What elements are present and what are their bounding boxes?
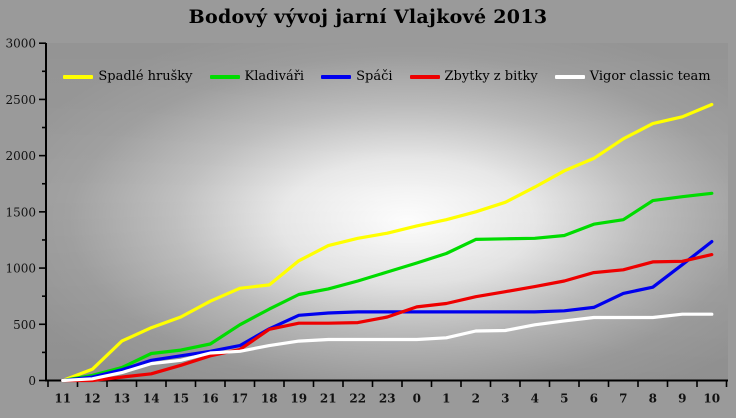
legend-item-kladiv-i: Kladiváři xyxy=(209,69,305,84)
x-tick-label: 12 xyxy=(84,392,101,406)
x-tick-label: 6 xyxy=(590,392,598,406)
x-tick-label: 5 xyxy=(560,392,568,406)
x-tick-label: 9 xyxy=(678,392,686,406)
x-tick-label: 22 xyxy=(349,392,366,406)
x-tick-label: 10 xyxy=(703,392,720,406)
x-tick-label: 21 xyxy=(320,392,337,406)
chart-title: Bodový vývoj jarní Vlajkové 2013 xyxy=(188,6,548,28)
y-tick-label: 1500 xyxy=(5,205,36,219)
y-axis-ticks: 0 500 1000 1500 2000 2500 3000 xyxy=(5,37,46,388)
series-line-vigor-classic-team xyxy=(61,312,714,383)
legend-swatch-kladiv-i xyxy=(209,74,240,79)
x-tick-label: 4 xyxy=(531,392,539,406)
chart-legend: Spadlé hrušky Kladiváři Spáči Zbytky z bitk… xyxy=(46,69,728,84)
x-tick-label: 0 xyxy=(413,392,421,406)
legend-label-sp-i: Spáči xyxy=(356,69,393,84)
legend-label-spadl-hru-ky: Spadlé hrušky xyxy=(98,69,193,84)
legend-item-vigor-classic-team: Vigor classic team xyxy=(554,69,711,84)
series-line-spadl-hru-ky xyxy=(61,102,714,383)
legend-swatch-spadl-hru-ky xyxy=(63,74,94,79)
x-tick-label: 13 xyxy=(113,392,130,406)
legend-swatch-sp-i xyxy=(321,74,352,79)
x-tick-label: 7 xyxy=(619,392,627,406)
x-tick-label: 14 xyxy=(143,392,160,406)
legend-label-zbytky-z-bitky: Zbytky z bitky xyxy=(444,69,538,84)
legend-item-spadl-hru-ky: Spadlé hrušky xyxy=(63,69,193,84)
y-tick-label: 500 xyxy=(13,318,36,332)
x-tick-label: 23 xyxy=(379,392,396,406)
y-tick-label: 3000 xyxy=(5,37,36,51)
x-tick-label: 15 xyxy=(172,392,189,406)
x-tick-label: 3 xyxy=(501,392,509,406)
legend-item-zbytky-z-bitky: Zbytky z bitky xyxy=(409,69,538,84)
legend-item-sp-i: Spáči xyxy=(321,69,393,84)
series-line-kladiv-i xyxy=(61,191,714,383)
x-tick-label: 17 xyxy=(231,392,248,406)
x-tick-label: 18 xyxy=(261,392,278,406)
x-tick-label: 1 xyxy=(442,392,450,406)
x-tick-label: 19 xyxy=(290,392,307,406)
legend-swatch-vigor-classic-team xyxy=(554,74,585,79)
x-axis-ticks: 11 12 13 14 15 16 17 18 19 21 22 23 0 1 2 3 4 5 6 7 8 9 10 xyxy=(47,381,728,406)
legend-label-vigor-classic-team: Vigor classic team xyxy=(589,69,711,84)
legend-label-kladiv-i: Kladiváři xyxy=(244,69,305,84)
x-tick-label: 11 xyxy=(54,392,71,406)
x-tick-label: 16 xyxy=(202,392,219,406)
legend-swatch-zbytky-z-bitky xyxy=(409,74,440,79)
y-tick-label: 1000 xyxy=(5,262,36,276)
series-line-zbytky-z-bitky xyxy=(61,253,714,383)
y-tick-label: 2000 xyxy=(5,149,36,163)
x-tick-label: 8 xyxy=(649,392,657,406)
series-line-sp-i xyxy=(61,240,714,383)
y-tick-label: 0 xyxy=(28,374,36,388)
y-tick-label: 2500 xyxy=(5,93,36,107)
x-tick-label: 2 xyxy=(472,392,480,406)
